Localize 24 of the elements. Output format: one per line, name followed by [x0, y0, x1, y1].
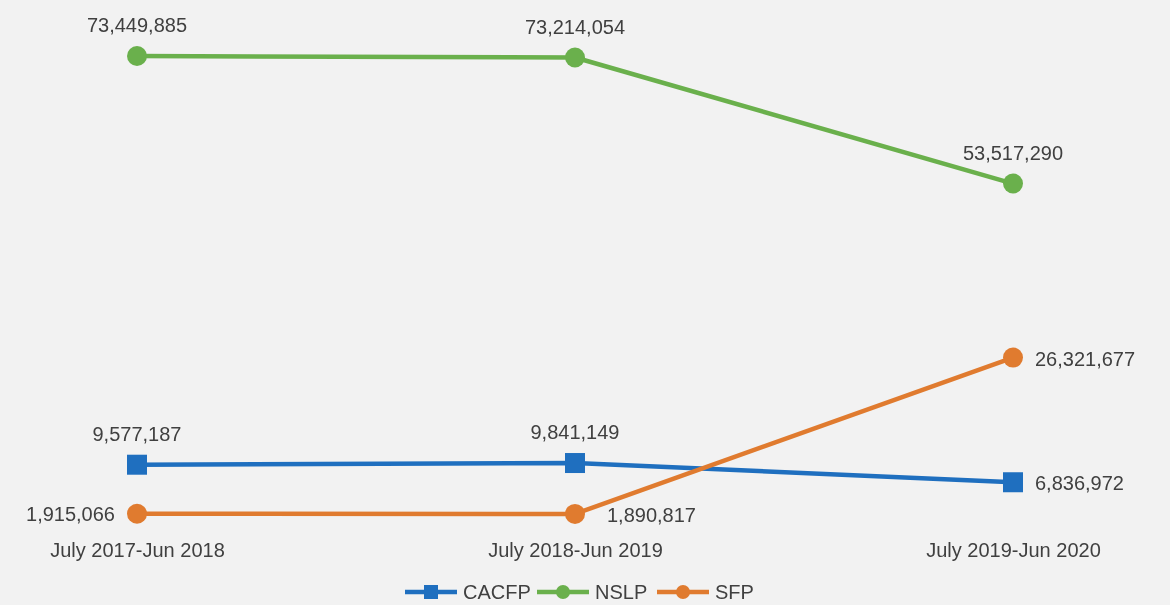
point — [1003, 472, 1023, 493]
point — [565, 47, 585, 68]
point — [127, 454, 147, 475]
point — [565, 453, 585, 474]
data-label: 1,915,066 — [26, 502, 115, 525]
point — [127, 503, 147, 524]
point — [1003, 347, 1023, 368]
data-label: 73,214,054 — [524, 15, 626, 38]
x-tick-label: July 2017-Jun 2018 — [50, 539, 225, 562]
legend-label: NSLP — [595, 581, 648, 603]
data-label: 26,321,677 — [1035, 347, 1136, 370]
data-label: 6,836,972 — [1035, 472, 1124, 495]
point — [1003, 173, 1023, 194]
legend-label: SFP — [715, 581, 754, 603]
x-tick-label: July 2019-Jun 2020 — [926, 539, 1101, 562]
point — [565, 503, 585, 524]
data-label: 1,890,817 — [607, 503, 696, 526]
data-label: 73,449,885 — [86, 14, 188, 36]
x-tick-label: July 2018-Jun 2019 — [488, 539, 663, 562]
data-label: 9,577,187 — [92, 422, 182, 445]
data-label: 53,517,290 — [962, 141, 1064, 164]
legend-label: CACFP — [463, 581, 531, 603]
data-label: 9,841,149 — [530, 421, 620, 444]
point — [127, 46, 147, 66]
